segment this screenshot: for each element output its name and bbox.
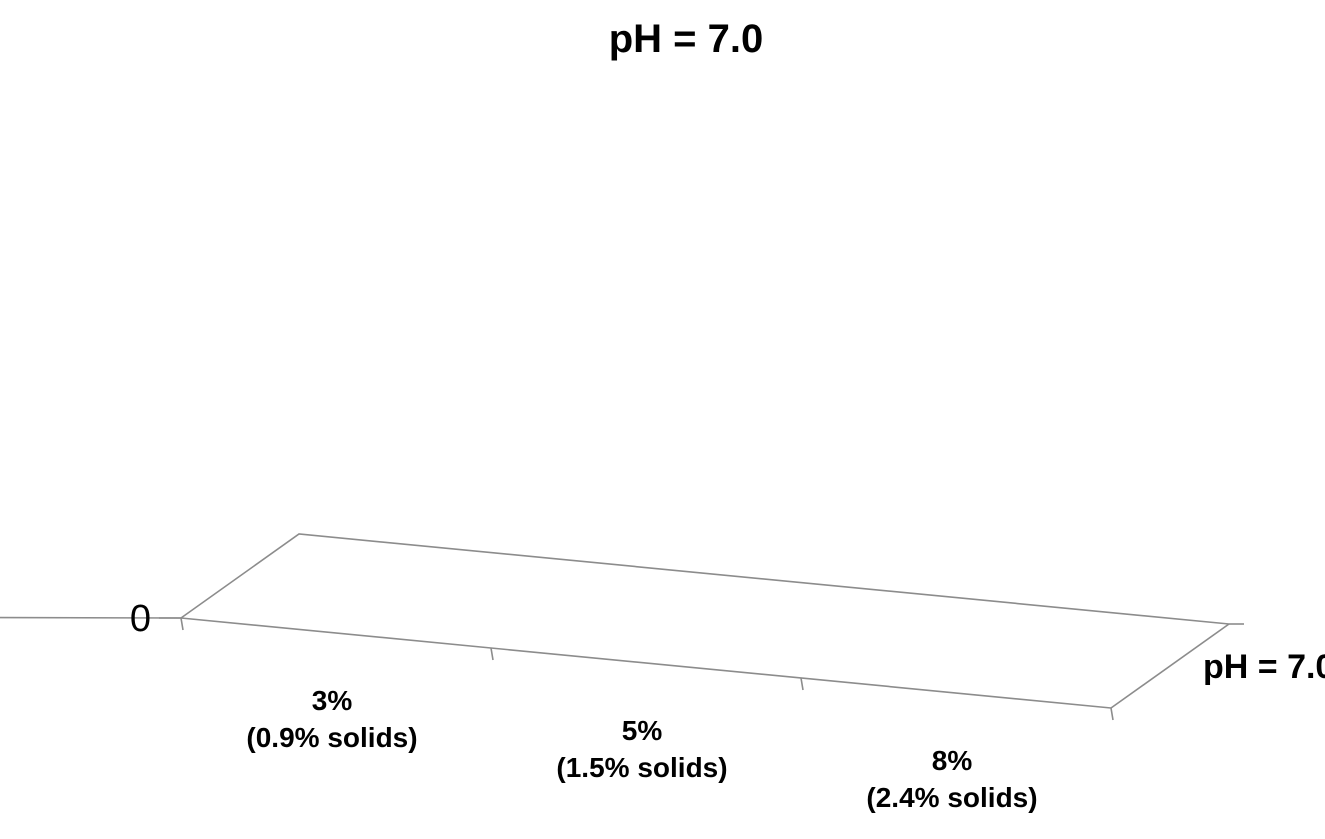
axes xyxy=(0,616,1244,721)
x-tick-mark-0 xyxy=(180,617,184,631)
x-tick-mark-2 xyxy=(800,677,804,691)
gridlines xyxy=(180,533,1230,625)
x-tick-mark-3 xyxy=(1110,707,1114,721)
depth-axis-line xyxy=(1110,623,1230,709)
x-category-label-3: 8% (2.4% solids) xyxy=(866,745,1037,813)
axis-labels: 020004000600080003%(0.9% solids)5%(1.5% … xyxy=(130,598,1325,813)
x-axis-line xyxy=(180,617,1112,709)
x-tick-mark-1 xyxy=(490,647,494,661)
x-category-label-2: 5% (1.5% solids) xyxy=(556,715,727,783)
series-label-1: pH = 7.0 xyxy=(1203,648,1325,686)
y-axis-line xyxy=(0,616,182,619)
x-category-label-1: 3% (0.9% solids) xyxy=(246,685,417,753)
gridline-0 xyxy=(180,533,1230,625)
y-tick-label-0: 0 xyxy=(130,598,151,640)
chart-title: pH = 7.0 xyxy=(609,17,764,61)
